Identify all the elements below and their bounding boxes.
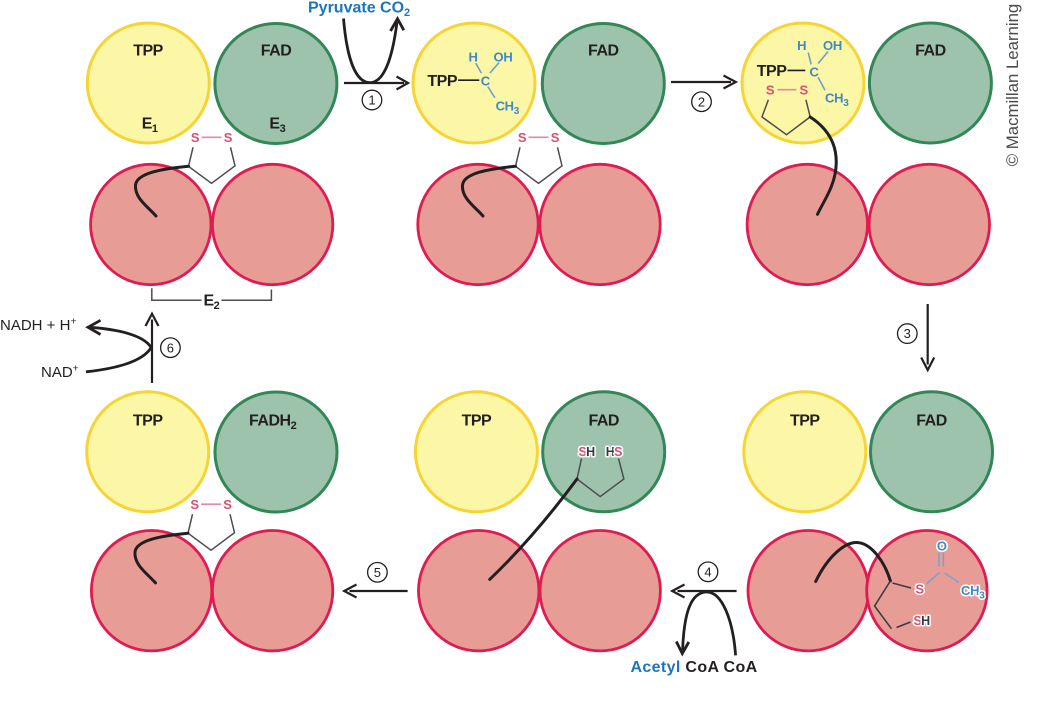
svg-text:C: C xyxy=(809,65,819,80)
svg-text:Acetyl CoA CoA: Acetyl CoA CoA xyxy=(631,659,758,676)
svg-text:© Macmillan Learning: © Macmillan Learning xyxy=(1003,4,1022,167)
svg-text:S: S xyxy=(190,497,199,512)
svg-text:S: S xyxy=(223,497,232,512)
svg-text:S: S xyxy=(800,83,809,98)
svg-text:SH: SH xyxy=(579,445,596,459)
svg-text:SH: SH xyxy=(914,614,931,628)
svg-text:5: 5 xyxy=(374,565,381,580)
svg-text:FAD: FAD xyxy=(915,43,946,60)
svg-text:S: S xyxy=(766,83,775,98)
svg-text:S: S xyxy=(191,130,200,145)
svg-text:H: H xyxy=(468,50,477,65)
svg-text:C: C xyxy=(481,74,491,89)
svg-text:FAD: FAD xyxy=(588,43,619,60)
svg-text:1: 1 xyxy=(368,93,375,108)
svg-text:TPP: TPP xyxy=(133,413,163,430)
svg-text:FAD: FAD xyxy=(588,413,619,430)
svg-text:NAD+: NAD+ xyxy=(41,363,79,382)
svg-text:O: O xyxy=(937,538,947,553)
svg-text:S: S xyxy=(518,130,527,145)
svg-text:S: S xyxy=(915,581,924,596)
svg-text:6: 6 xyxy=(167,340,174,355)
svg-text:FAD: FAD xyxy=(261,43,292,60)
svg-text:S: S xyxy=(224,130,233,145)
svg-text:H: H xyxy=(797,38,806,53)
svg-text:3: 3 xyxy=(904,326,911,341)
svg-text:Pyruvate CO2: Pyruvate CO2 xyxy=(308,0,410,19)
svg-text:2: 2 xyxy=(698,94,705,109)
svg-text:OH: OH xyxy=(823,38,842,53)
svg-text:TPP: TPP xyxy=(790,413,820,430)
svg-text:NADH + H+: NADH + H+ xyxy=(0,316,77,335)
svg-text:OH: OH xyxy=(494,50,513,65)
svg-text:S: S xyxy=(551,130,560,145)
svg-text:TPP: TPP xyxy=(462,413,492,430)
svg-text:TPP: TPP xyxy=(133,43,163,60)
svg-text:TPP: TPP xyxy=(757,63,787,80)
svg-text:FADH2: FADH2 xyxy=(249,413,297,433)
svg-text:TPP: TPP xyxy=(427,73,457,90)
svg-text:HS: HS xyxy=(606,445,622,459)
svg-text:FAD: FAD xyxy=(916,413,947,430)
svg-text:4: 4 xyxy=(704,564,711,579)
